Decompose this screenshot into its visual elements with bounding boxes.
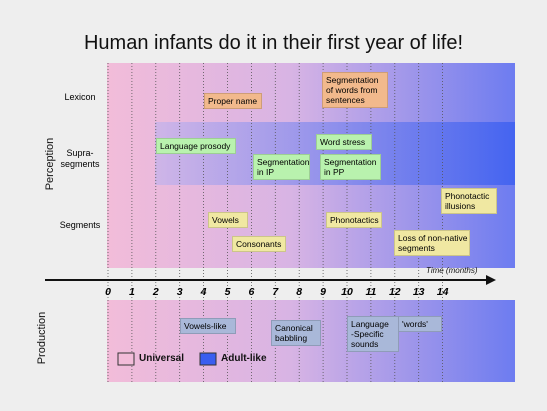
text-line: Vowels [212,215,239,225]
text-line: Proper name [208,96,258,106]
legend-swatch [199,352,217,366]
production-label: Production [36,311,48,365]
event-box: Segmentation of words from sentences [322,72,388,108]
text-line: babbling [275,333,308,343]
text-line: Segmentation [257,157,310,167]
text-line: Language [351,319,389,329]
tick-label: 6 [248,286,255,298]
text-line: Canonical [275,323,313,333]
tick-label: 0 [105,286,111,298]
tick-label: 11 [365,286,377,298]
text-line: Loss of non-native [398,233,468,243]
event-box: Language prosody [156,138,236,154]
event-box: Consonants [232,236,286,252]
title: Human infants do it in their first year … [83,32,464,54]
text-line: Lexicon [64,92,96,102]
legend-label: Universal [139,353,185,364]
text-line: segments [398,243,435,253]
tick-label: 10 [341,286,353,298]
event-box: Segmentation in PP [320,154,381,180]
text-line: Segmentation [324,157,377,167]
text-line: Segments [59,220,101,230]
text-line: in IP [257,167,275,177]
text-line: Vowels-like [184,321,227,331]
row-label: Lexicon [58,92,102,103]
text-line: of words from [326,85,378,95]
tick-label: 8 [296,286,303,298]
text-line: segments [60,159,100,169]
text-line: -Specific [351,329,384,339]
perception-label: Perception [44,137,56,191]
tick-label: 4 [200,286,207,298]
text-line: Phonotactic [445,191,490,201]
event-box: 'words' [398,316,442,332]
text-line: Language prosody [160,141,231,151]
text-line: Word stress [320,137,366,147]
tick-label: 3 [176,286,183,298]
axis-arrow [486,275,496,285]
text-line: Supra- [66,148,94,158]
event-box: Phonotactic illusions [441,188,497,214]
tick-label: 9 [320,286,327,298]
legend-swatch [117,352,135,366]
event-box: Word stress [316,134,372,150]
tick-label: 12 [388,286,401,298]
tick-label: 7 [272,286,279,298]
event-box: Vowels-like [180,318,236,334]
event-box: Loss of non-native segments [394,230,470,256]
event-box: Phonotactics [326,212,382,228]
row-label: Supra-segments [58,148,102,170]
tick-label: 13 [412,286,425,298]
event-box: Language -Specific sounds [347,316,399,352]
text-line: illusions [445,201,476,211]
row-label: Segments [58,220,102,231]
tick-label: 2 [152,286,159,298]
legend-label: Adult-like [221,353,267,364]
text-line: Consonants [236,239,282,249]
text-line: Segmentation [326,75,379,85]
event-box: Segmentation in IP [253,154,310,180]
event-box: Proper name [204,93,262,109]
text-line: sounds [351,339,379,349]
tick-label: 14 [436,286,449,298]
tick-label: 1 [128,286,135,298]
text-line: sentences [326,95,365,105]
text-line: Phonotactics [330,215,379,225]
text-line: 'words' [402,319,428,329]
text-line: in PP [324,167,345,177]
tick-label: 5 [224,286,231,298]
event-box: Canonical babbling [271,320,321,346]
event-box: Vowels [208,212,248,228]
axis-label: Time (months) [426,266,478,275]
